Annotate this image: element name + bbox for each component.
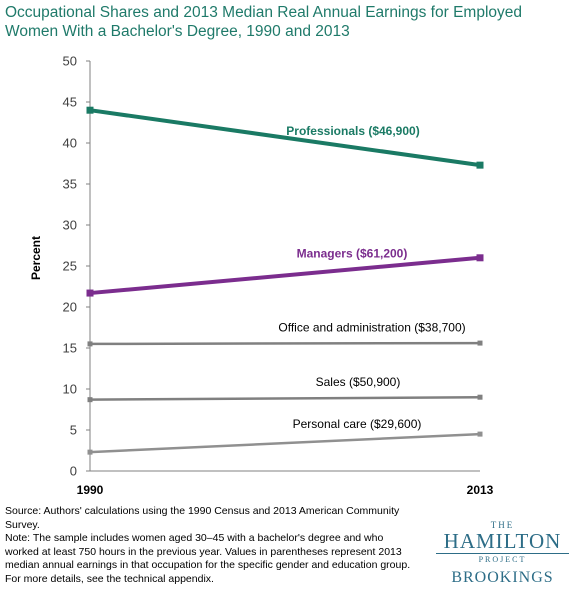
series-line	[89, 395, 481, 401]
axes: 0 5 10 15 20 25 30 35 40 45 50 1990 2013	[63, 54, 494, 498]
line-chart: 0 5 10 15 20 25 30 35 40 45 50 1990 2013 Professiona…	[29, 54, 494, 498]
series-line	[89, 255, 481, 296]
y-tick-label: 15	[63, 341, 77, 356]
hamilton-brookings-logo: THE HAMILTON PROJECT BROOKINGS	[430, 520, 575, 589]
series-line	[89, 432, 481, 454]
series-label: Professionals ($46,900)	[286, 124, 419, 138]
series-line	[89, 108, 481, 168]
y-tick-label: 50	[63, 54, 77, 69]
series-label: Sales ($50,900)	[316, 375, 401, 389]
logo-hamilton: HAMILTON	[436, 530, 569, 554]
logo-project: PROJECT	[478, 555, 527, 564]
series-label: Office and administration ($38,700)	[278, 320, 465, 334]
footnote: Source: Authors' calculations using the …	[5, 505, 415, 586]
source-text: Source: Authors' calculations using the …	[5, 505, 400, 531]
series-label: Personal care ($29,600)	[293, 417, 422, 431]
logo-the: THE	[490, 520, 515, 530]
series-marker	[476, 254, 484, 262]
logo-brookings: BROOKINGS	[451, 569, 554, 586]
y-tick-label: 25	[63, 259, 77, 274]
series-labels: Professionals ($46,900) Managers ($61,200…	[278, 124, 465, 431]
series-marker	[477, 431, 483, 437]
y-axis-label: Percent	[29, 236, 43, 280]
series-marker	[476, 161, 484, 169]
series-marker	[87, 449, 93, 455]
y-tick-label: 45	[63, 95, 77, 110]
chart-title: Occupational Shares and 2013 Median Real…	[5, 4, 522, 40]
note-text: Note: The sample includes women aged 30–…	[5, 532, 411, 585]
series-marker	[86, 289, 94, 297]
x-tick-label: 2013	[467, 483, 494, 497]
series-marker	[477, 394, 483, 400]
series-marker	[87, 341, 93, 347]
series-marker	[87, 397, 93, 403]
y-tick-label: 5	[70, 423, 77, 438]
series-line	[89, 341, 481, 346]
y-tick-label: 40	[63, 136, 77, 151]
y-tick-label: 20	[63, 300, 77, 315]
y-tick-label: 30	[63, 218, 77, 233]
x-tick-label: 1990	[77, 483, 104, 497]
y-tick-label: 10	[63, 382, 77, 397]
y-tick-label: 35	[63, 177, 77, 192]
series-marker	[86, 106, 94, 114]
series-label: Managers ($61,200)	[297, 246, 408, 260]
y-tick-label: 0	[70, 464, 77, 479]
series-group	[86, 106, 484, 455]
series-marker	[477, 340, 483, 346]
